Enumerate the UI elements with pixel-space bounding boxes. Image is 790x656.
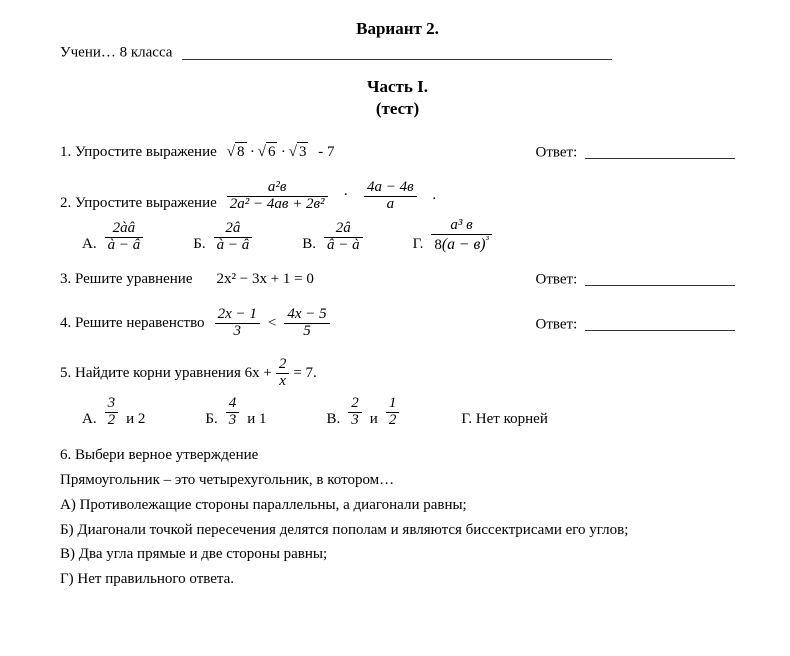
student-prefix: Учени… 8 класса: [60, 45, 172, 61]
page-root: Вариант 2. Учени… 8 класса Часть I. (тес…: [0, 0, 790, 656]
q5-tail: = 7.: [293, 364, 316, 383]
q3-answer: Ответ:: [535, 268, 735, 289]
q6-option-b: Б) Диагонали точкой пересечения делятся …: [60, 521, 735, 540]
q6-line2: Прямоугольник – это четырехугольник, в к…: [60, 471, 735, 490]
q3-answer-blank[interactable]: [585, 271, 735, 286]
q5-options: А. 32 и 2 Б. 43 и 1 В. 23 и 12 Г. Нет ко…: [82, 396, 735, 429]
q5-option-v: В. 23 и 12: [327, 396, 402, 429]
q5-option-a: А. 32 и 2: [82, 396, 145, 429]
q5-option-b: Б. 43 и 1: [205, 396, 266, 429]
variant-title: Вариант 2.: [60, 18, 735, 39]
q1-text: 1. Упростите выражение: [60, 143, 217, 162]
q2-options: А. 2àâ à − â Б. 2â à − â В. 2â â − à Г. …: [82, 218, 735, 254]
test-subtitle: (тест): [60, 98, 735, 119]
q2-text: 2. Упростите выражение: [60, 194, 217, 213]
q2-option-v: В. 2â â − à: [302, 221, 364, 254]
q4-answer: Ответ:: [535, 313, 735, 334]
q6-option-a: А) Противолежащие стороны параллельны, а…: [60, 496, 735, 515]
q1-answer-blank[interactable]: [585, 144, 735, 159]
part-title: Часть I.: [60, 76, 735, 97]
student-line: Учени… 8 класса: [60, 41, 735, 62]
question-1: 1. Упростите выражение √8 · √6 · √3 - 7 …: [60, 141, 735, 162]
question-2: 2. Упростите выражение а²в 2а² − 4ав + 2…: [60, 180, 735, 213]
header-block: Вариант 2. Учени… 8 класса Часть I. (тес…: [60, 18, 735, 119]
q6-option-d: Г) Нет правильного ответа.: [60, 570, 735, 589]
q1-answer: Ответ:: [535, 141, 735, 162]
question-4: 4. Решите неравенство 2x − 1 3 < 4x − 5 …: [60, 307, 735, 340]
q2-option-g: Г. а³ в 8(а − в)³: [413, 218, 494, 254]
q2-option-a: А. 2àâ à − â: [82, 221, 145, 254]
question-5: 5. Найдите корни уравнения 6х + 2 x = 7.: [60, 357, 735, 390]
q4-expression: 2x − 1 3 < 4x − 5 5: [213, 307, 332, 340]
student-blank[interactable]: [182, 44, 612, 59]
q6-line1: 6. Выбери верное утверждение: [60, 446, 735, 465]
q2-expression: а²в 2а² − 4ав + 2в² · 4а − 4в а .: [225, 180, 436, 213]
q4-answer-blank[interactable]: [585, 316, 735, 331]
q4-text: 4. Решите неравенство: [60, 314, 205, 333]
q5-option-g: Г. Нет корней: [461, 410, 548, 429]
question-3: 3. Решите уравнение 2х² − 3х + 1 = 0 Отв…: [60, 268, 735, 289]
q3-text: 3. Решите уравнение: [60, 270, 192, 289]
q5-text: 5. Найдите корни уравнения 6х +: [60, 364, 272, 383]
q2-option-b: Б. 2â à − â: [193, 221, 254, 254]
q6-option-c: В) Два угла прямые и две стороны равны;: [60, 545, 735, 564]
q3-expression: 2х² − 3х + 1 = 0: [216, 270, 313, 289]
q1-expression: √8 · √6 · √3 - 7: [227, 142, 335, 162]
question-6: 6. Выбери верное утверждение Прямоугольн…: [60, 446, 735, 589]
